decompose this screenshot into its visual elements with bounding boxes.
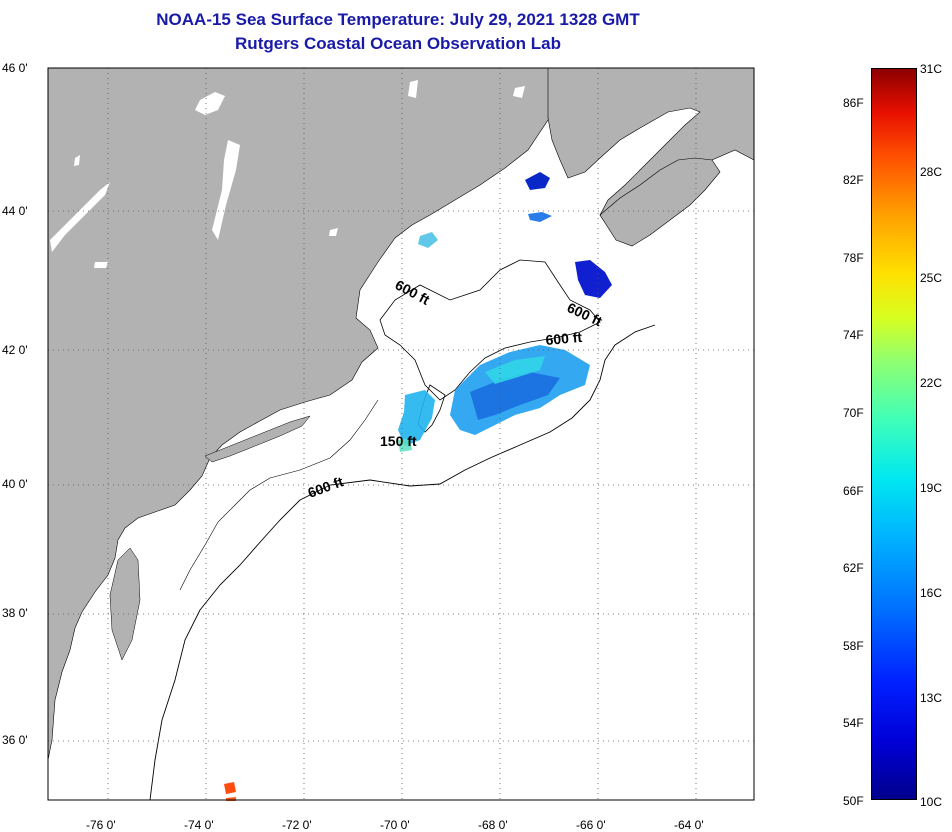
colorbar-celsius-label: 13C xyxy=(920,691,943,705)
colorbar-celsius-label: 10C xyxy=(920,795,943,809)
lat-label: 42 0' xyxy=(2,343,28,357)
lon-label: -66 0' xyxy=(576,818,606,832)
lake xyxy=(50,182,110,252)
lon-label: -72 0' xyxy=(282,818,312,832)
contour-label: 150 ft xyxy=(380,433,417,449)
map-subtitle: Rutgers Coastal Ocean Observation Lab xyxy=(235,34,561,53)
colorbar-celsius-label: 19C xyxy=(920,481,943,495)
lat-label: 44 0' xyxy=(2,204,28,218)
contour-label: 600 ft xyxy=(545,329,583,348)
land-delmarva xyxy=(109,547,141,661)
colorbar-celsius-label: 22C xyxy=(920,376,943,390)
lon-label: -68 0' xyxy=(478,818,508,832)
colorbar-celsius-label: 16C xyxy=(920,586,943,600)
lon-label: -76 0' xyxy=(86,818,116,832)
sst-patches xyxy=(224,172,612,801)
colorbar-fahrenheit-label: 54F xyxy=(843,716,864,730)
contour-coastal xyxy=(179,399,379,591)
colorbar-fahrenheit-label: 78F xyxy=(843,251,864,265)
lat-label: 36 0' xyxy=(2,733,28,747)
colorbar-fahrenheit-label: 82F xyxy=(843,173,864,187)
lat-label: 38 0' xyxy=(2,606,28,620)
lon-label: -70 0' xyxy=(380,818,410,832)
colorbar-celsius-label: 25C xyxy=(920,271,943,285)
gridlines xyxy=(48,68,754,800)
land-nova-scotia xyxy=(599,157,721,247)
lake xyxy=(513,86,525,98)
temperature-colorbar xyxy=(871,68,917,800)
colorbar-celsius-label: 28C xyxy=(920,165,943,179)
map-title: NOAA-15 Sea Surface Temperature: July 29… xyxy=(156,10,640,29)
lake xyxy=(195,92,225,115)
land-long-island xyxy=(204,415,311,463)
lon-label: -74 0' xyxy=(184,818,214,832)
lake xyxy=(74,155,80,166)
colorbar-fahrenheit-label: 62F xyxy=(843,561,864,575)
lake xyxy=(212,140,240,240)
lat-label: 46 0' xyxy=(2,61,28,75)
lake xyxy=(94,262,108,268)
colorbar-fahrenheit-label: 66F xyxy=(843,484,864,498)
land-us-coast xyxy=(47,67,561,761)
colorbar-fahrenheit-label: 50F xyxy=(843,794,864,808)
colorbar-fahrenheit-label: 74F xyxy=(843,328,864,342)
lat-label: 40 0' xyxy=(2,477,28,491)
colorbar-fahrenheit-label: 70F xyxy=(843,406,864,420)
contour-600ft-gulf xyxy=(379,259,601,401)
map-frame xyxy=(47,67,755,801)
colorbar-celsius-label: 31C xyxy=(920,62,943,76)
lake xyxy=(408,80,418,98)
lake xyxy=(329,228,338,236)
colorbar-fahrenheit-label: 86F xyxy=(843,96,864,110)
lon-label: -64 0' xyxy=(674,818,704,832)
colorbar-fahrenheit-label: 58F xyxy=(843,639,864,653)
